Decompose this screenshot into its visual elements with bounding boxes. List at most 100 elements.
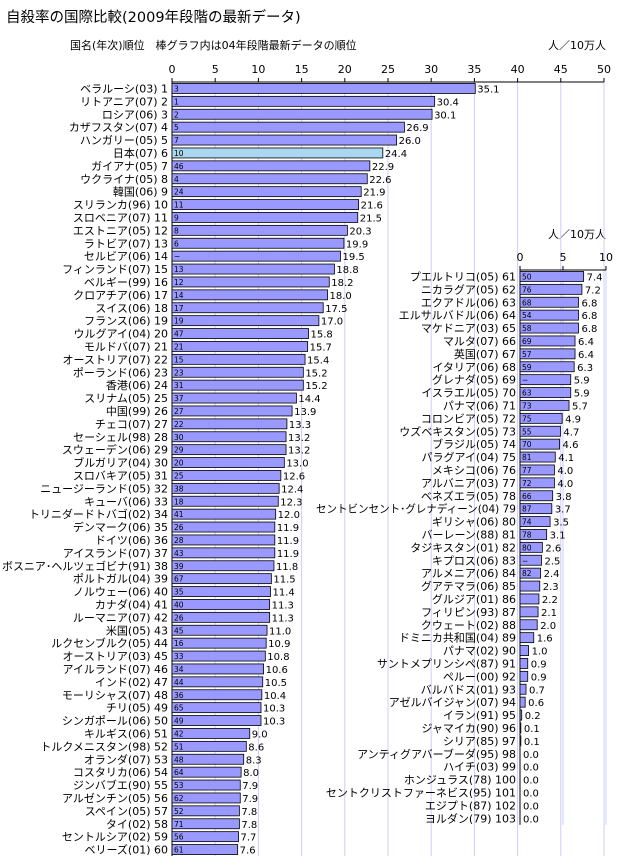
inset-x-tick-label: 5 — [560, 251, 567, 264]
main-x-tick-label: 25 — [381, 63, 395, 76]
value-label: 26.0 — [399, 136, 421, 147]
bar — [171, 792, 241, 804]
value-label: 11.9 — [277, 549, 299, 560]
bar-rank04-label: 64 — [174, 768, 184, 777]
value-label: 18.8 — [336, 265, 358, 276]
inset-value-label: 5.9 — [574, 376, 590, 387]
bar — [171, 224, 348, 236]
bar — [171, 173, 368, 185]
inset-country-label: セントビンセント･グレナディーン(04) 79 — [316, 502, 516, 516]
inset-country-label: ホンジュラス(78) 100 — [404, 774, 516, 787]
inset-value-label: 0.1 — [524, 724, 540, 735]
inset-bar-rank04-label: 80 — [522, 543, 532, 552]
bar-rank04-label: 56 — [174, 833, 184, 842]
bar — [171, 444, 287, 456]
country-label: フランス(06) 19 — [84, 315, 168, 328]
inset-country-label: プエルトリコ(05) 61 — [410, 270, 516, 283]
country-label: ベルギー(99) 16 — [84, 276, 168, 289]
bar — [171, 521, 276, 533]
bar — [171, 495, 279, 507]
bar-rank04-label: 71 — [174, 820, 184, 829]
inset-country-label: ハイチ(03) 99 — [443, 761, 516, 774]
inset-value-label: 4.6 — [563, 440, 579, 451]
inset-country-label: イスラエル(05) 70 — [421, 387, 516, 400]
bar — [171, 740, 247, 752]
bar — [171, 637, 267, 649]
country-label: モーリシャス(07) 48 — [62, 689, 168, 702]
value-label: 24.4 — [385, 149, 407, 160]
inset-bar-rank04-label: 82 — [522, 569, 532, 578]
value-label: 15.8 — [311, 330, 333, 341]
value-label: 11.3 — [272, 613, 294, 624]
inset-country-label: アルメニア(06) 84 — [421, 567, 516, 580]
bar — [171, 560, 275, 572]
inset-value-label: 7.2 — [585, 285, 601, 296]
value-label: 15.2 — [305, 368, 327, 379]
country-label: ラトビア(07) 13 — [84, 237, 168, 250]
inset-bar — [519, 735, 522, 747]
inset-value-label: 4.1 — [558, 453, 574, 464]
inset-bar — [519, 477, 555, 489]
inset-bar-rank04-label: 87 — [522, 505, 532, 514]
inset-country-label: サントメプリンシペ(87) 91 — [377, 657, 516, 670]
country-label: インド(02) 47 — [95, 676, 168, 689]
bar-rank04-label: 29 — [174, 446, 184, 455]
inset-value-label: 2.6 — [545, 543, 561, 554]
inset-bar — [519, 606, 539, 618]
bar-rank04-label: 22 — [174, 420, 184, 429]
bar — [171, 341, 309, 352]
bar — [171, 573, 272, 585]
country-label: スイス(06) 18 — [95, 302, 168, 315]
bar — [171, 844, 239, 855]
bar-rank04-label: 2 — [174, 110, 179, 119]
bar-rank04-label: 26 — [174, 523, 184, 532]
bar — [171, 766, 242, 778]
inset-country-label: ギリシャ(06) 80 — [432, 516, 516, 529]
bar — [171, 702, 262, 714]
inset-value-label: 0.6 — [528, 698, 544, 709]
inset-country-label: キプロス(06) 83 — [432, 554, 516, 567]
value-label: 30.4 — [437, 97, 459, 108]
country-label: フィンランド(07) 15 — [62, 263, 168, 276]
value-label: 7.8 — [241, 820, 257, 831]
bar-rank04-label: 34 — [174, 665, 184, 674]
inset-country-label: ペルー(00) 92 — [443, 670, 516, 683]
bar-rank04-label: 19 — [174, 317, 184, 326]
value-label: 15.2 — [305, 381, 327, 392]
value-label: 13.2 — [288, 433, 310, 444]
inset-bar-rank04-label: − — [522, 556, 528, 565]
inset-country-label: パナマ(02) 90 — [443, 645, 516, 658]
inset-bar — [519, 296, 579, 308]
bar-rank04-label: 10 — [174, 149, 184, 158]
value-label: 15.7 — [310, 342, 332, 353]
country-label: アイスランド(07) 37 — [63, 547, 168, 560]
bar — [171, 263, 335, 275]
inset-value-label: 1.6 — [537, 634, 553, 645]
inset-bar — [519, 567, 542, 579]
inset-country-label: メキシコ(06) 76 — [432, 464, 516, 477]
inset-unit-label: 人／10万人 — [548, 228, 606, 241]
value-label: 11.9 — [277, 523, 299, 534]
inset-bar-rank04-label: 69 — [522, 337, 532, 346]
bar-rank04-label: 65 — [174, 704, 184, 713]
main-x-tick-label: 5 — [212, 63, 219, 76]
inset-bar — [519, 309, 579, 321]
country-label: オーストリア(07) 22 — [62, 353, 168, 366]
value-label: 17.5 — [325, 304, 347, 315]
bar — [171, 315, 320, 327]
inset-bar-rank04-label: 77 — [522, 466, 532, 475]
country-label: ポルトガル(04) 39 — [73, 573, 168, 586]
value-label: 13.2 — [288, 446, 310, 457]
bar — [171, 599, 271, 610]
bar — [171, 160, 371, 172]
chart-title: 自殺率の国際比較(2009年段階の最新データ) — [6, 10, 301, 26]
inset-value-label: 0.0 — [523, 750, 539, 761]
inset-value-label: 3.1 — [550, 530, 566, 541]
value-label: 11.9 — [277, 536, 299, 547]
inset-country-label: バルバドス(01) 93 — [421, 683, 516, 696]
bar-rank04-label: 62 — [174, 794, 184, 803]
inset-value-label: 6.8 — [581, 324, 597, 335]
bar — [171, 237, 345, 249]
inset-bar — [519, 554, 542, 566]
bar — [171, 353, 306, 365]
